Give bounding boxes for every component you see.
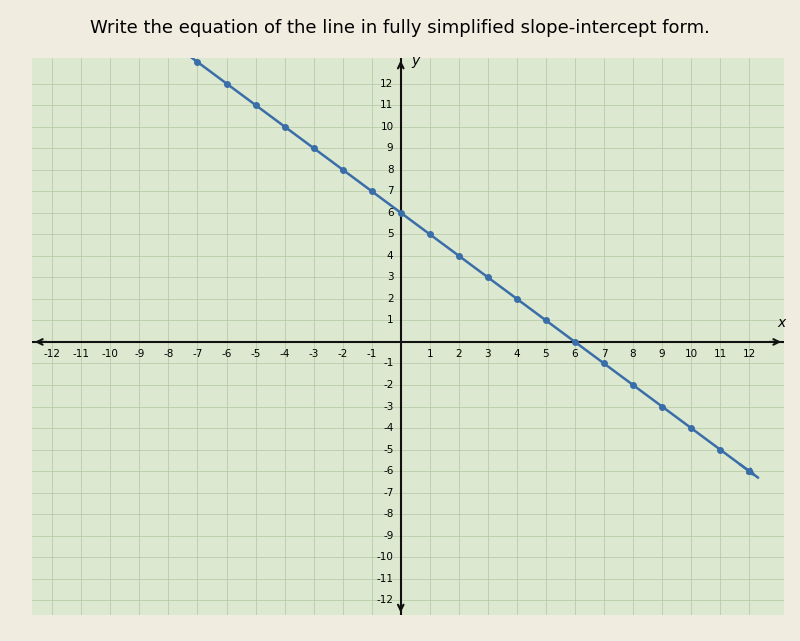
Text: -4: -4 — [383, 423, 394, 433]
Text: 7: 7 — [387, 186, 394, 196]
Text: 9: 9 — [658, 349, 666, 360]
Text: -9: -9 — [134, 349, 145, 360]
Text: -11: -11 — [73, 349, 90, 360]
Text: -10: -10 — [102, 349, 119, 360]
Text: -8: -8 — [163, 349, 174, 360]
Text: -3: -3 — [309, 349, 319, 360]
Text: 1: 1 — [426, 349, 433, 360]
Text: 8: 8 — [387, 165, 394, 174]
Text: 8: 8 — [630, 349, 636, 360]
Text: 9: 9 — [387, 143, 394, 153]
Text: 7: 7 — [601, 349, 607, 360]
Text: x: x — [777, 316, 786, 330]
Text: 2: 2 — [387, 294, 394, 304]
Text: 10: 10 — [380, 122, 394, 131]
Text: -5: -5 — [250, 349, 261, 360]
Text: 3: 3 — [387, 272, 394, 282]
Text: -2: -2 — [383, 380, 394, 390]
Text: -7: -7 — [192, 349, 202, 360]
Text: 5: 5 — [387, 229, 394, 239]
Text: -11: -11 — [377, 574, 394, 584]
Text: 12: 12 — [380, 79, 394, 88]
Text: 3: 3 — [485, 349, 491, 360]
Text: 4: 4 — [514, 349, 520, 360]
Text: -12: -12 — [44, 349, 61, 360]
Text: 6: 6 — [387, 208, 394, 218]
Text: 6: 6 — [572, 349, 578, 360]
Text: 2: 2 — [455, 349, 462, 360]
Text: -8: -8 — [383, 509, 394, 519]
Text: -12: -12 — [377, 595, 394, 605]
Text: -9: -9 — [383, 531, 394, 541]
Text: Write the equation of the line in fully simplified slope-intercept form.: Write the equation of the line in fully … — [90, 19, 710, 37]
Text: 4: 4 — [387, 251, 394, 261]
Text: 5: 5 — [542, 349, 550, 360]
Text: -10: -10 — [377, 553, 394, 562]
Text: -1: -1 — [366, 349, 377, 360]
Text: 10: 10 — [685, 349, 698, 360]
Text: 1: 1 — [387, 315, 394, 326]
Text: 11: 11 — [714, 349, 726, 360]
Text: -3: -3 — [383, 401, 394, 412]
Text: 12: 12 — [742, 349, 756, 360]
Text: 11: 11 — [380, 100, 394, 110]
Text: y: y — [411, 54, 419, 68]
Text: -6: -6 — [222, 349, 232, 360]
Text: -5: -5 — [383, 445, 394, 454]
Text: -6: -6 — [383, 466, 394, 476]
Text: -1: -1 — [383, 358, 394, 369]
Text: -2: -2 — [338, 349, 348, 360]
Text: -7: -7 — [383, 488, 394, 497]
Text: -4: -4 — [279, 349, 290, 360]
